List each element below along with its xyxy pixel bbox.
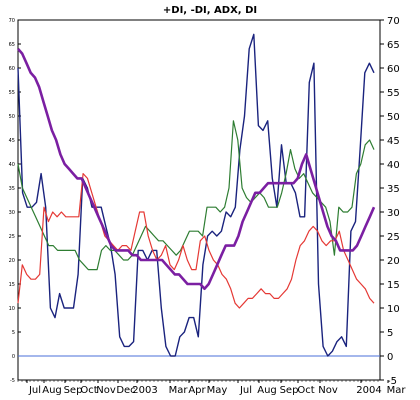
y-tick-label-right: 30 bbox=[387, 208, 400, 219]
x-tick-label: Mar bbox=[387, 385, 407, 396]
y-tick-label-right: 65 bbox=[387, 40, 400, 51]
y-tick-label-left: 55 bbox=[9, 90, 15, 96]
series-line-green bbox=[17, 120, 375, 271]
y-tick-label-right: 60 bbox=[387, 64, 400, 75]
y-tick-label-right: 10 bbox=[387, 304, 400, 315]
x-tick-label: Oct bbox=[297, 385, 314, 396]
x-tick-label: Aug bbox=[257, 385, 277, 396]
y-tick-label-right: 0 bbox=[387, 352, 393, 363]
y-tick-label-right: 25 bbox=[387, 232, 400, 243]
chart-title: +DI, -DI, ADX, DI bbox=[163, 5, 257, 16]
y-tick-label-left: 45 bbox=[9, 138, 15, 144]
x-tick-label: May bbox=[207, 385, 228, 396]
series-line-red bbox=[17, 173, 375, 309]
series-line-purple bbox=[17, 47, 376, 291]
x-tick-label: Oct bbox=[80, 385, 97, 396]
y-tick-label-right: 15 bbox=[387, 280, 400, 291]
y-tick-label-left: 10 bbox=[9, 306, 15, 312]
y-tick-label-right: 5 bbox=[387, 328, 393, 339]
x-tick-label: Sep bbox=[280, 385, 299, 396]
y-tick-label-left: 5 bbox=[12, 330, 15, 336]
y-tick-label-left: -5 bbox=[10, 378, 15, 384]
y-tick-label-right: 55 bbox=[387, 88, 400, 99]
y-tick-label-right: 20 bbox=[387, 256, 400, 267]
x-tick-label: Mar bbox=[169, 385, 189, 396]
x-tick-label: Nov bbox=[318, 385, 338, 396]
y-tick-label-right: -5 bbox=[387, 376, 397, 387]
x-tick-label: 2004 bbox=[356, 385, 381, 396]
plot-frame bbox=[17, 19, 381, 381]
y-tick-label-left: 65 bbox=[9, 42, 15, 48]
series-line-blue bbox=[17, 33, 375, 357]
y-tick-label-left: 35 bbox=[9, 186, 15, 192]
y-tick-label-right: 70 bbox=[387, 16, 400, 27]
y-tick-label-left: 70 bbox=[9, 18, 15, 24]
y-tick-label-left: 20 bbox=[9, 258, 15, 264]
y-tick-label-left: 60 bbox=[9, 66, 15, 72]
x-tick-label: Apr bbox=[188, 385, 206, 396]
x-tick-label: Aug bbox=[42, 385, 62, 396]
y-tick-label-right: 40 bbox=[387, 160, 400, 171]
y-tick-label-left: 50 bbox=[9, 114, 15, 120]
y-tick-label-left: 30 bbox=[9, 210, 15, 216]
y-tick-label-left: 25 bbox=[9, 234, 15, 240]
x-tick-label: Jul bbox=[28, 385, 41, 396]
x-tick-label: 2003 bbox=[132, 385, 157, 396]
y-tick-label-right: 45 bbox=[387, 136, 400, 147]
x-tick-label: Nov bbox=[96, 385, 116, 396]
y-tick-label-left: 15 bbox=[9, 282, 15, 288]
y-tick-label-right: 35 bbox=[387, 184, 400, 195]
y-tick-label-left: 0 bbox=[12, 354, 15, 360]
plot-area: -5 0 5 10 15 20 25 30 35 40 45 50 55 60 65 70 -5 0 5 10 15 20… bbox=[9, 16, 407, 396]
y-tick-label-right: 50 bbox=[387, 112, 400, 123]
x-tick-label: Jul bbox=[239, 385, 252, 396]
x-tick-label: Sep bbox=[64, 385, 83, 396]
y-tick-label-left: 40 bbox=[9, 162, 15, 168]
x-tick-label: Dec bbox=[116, 385, 135, 396]
